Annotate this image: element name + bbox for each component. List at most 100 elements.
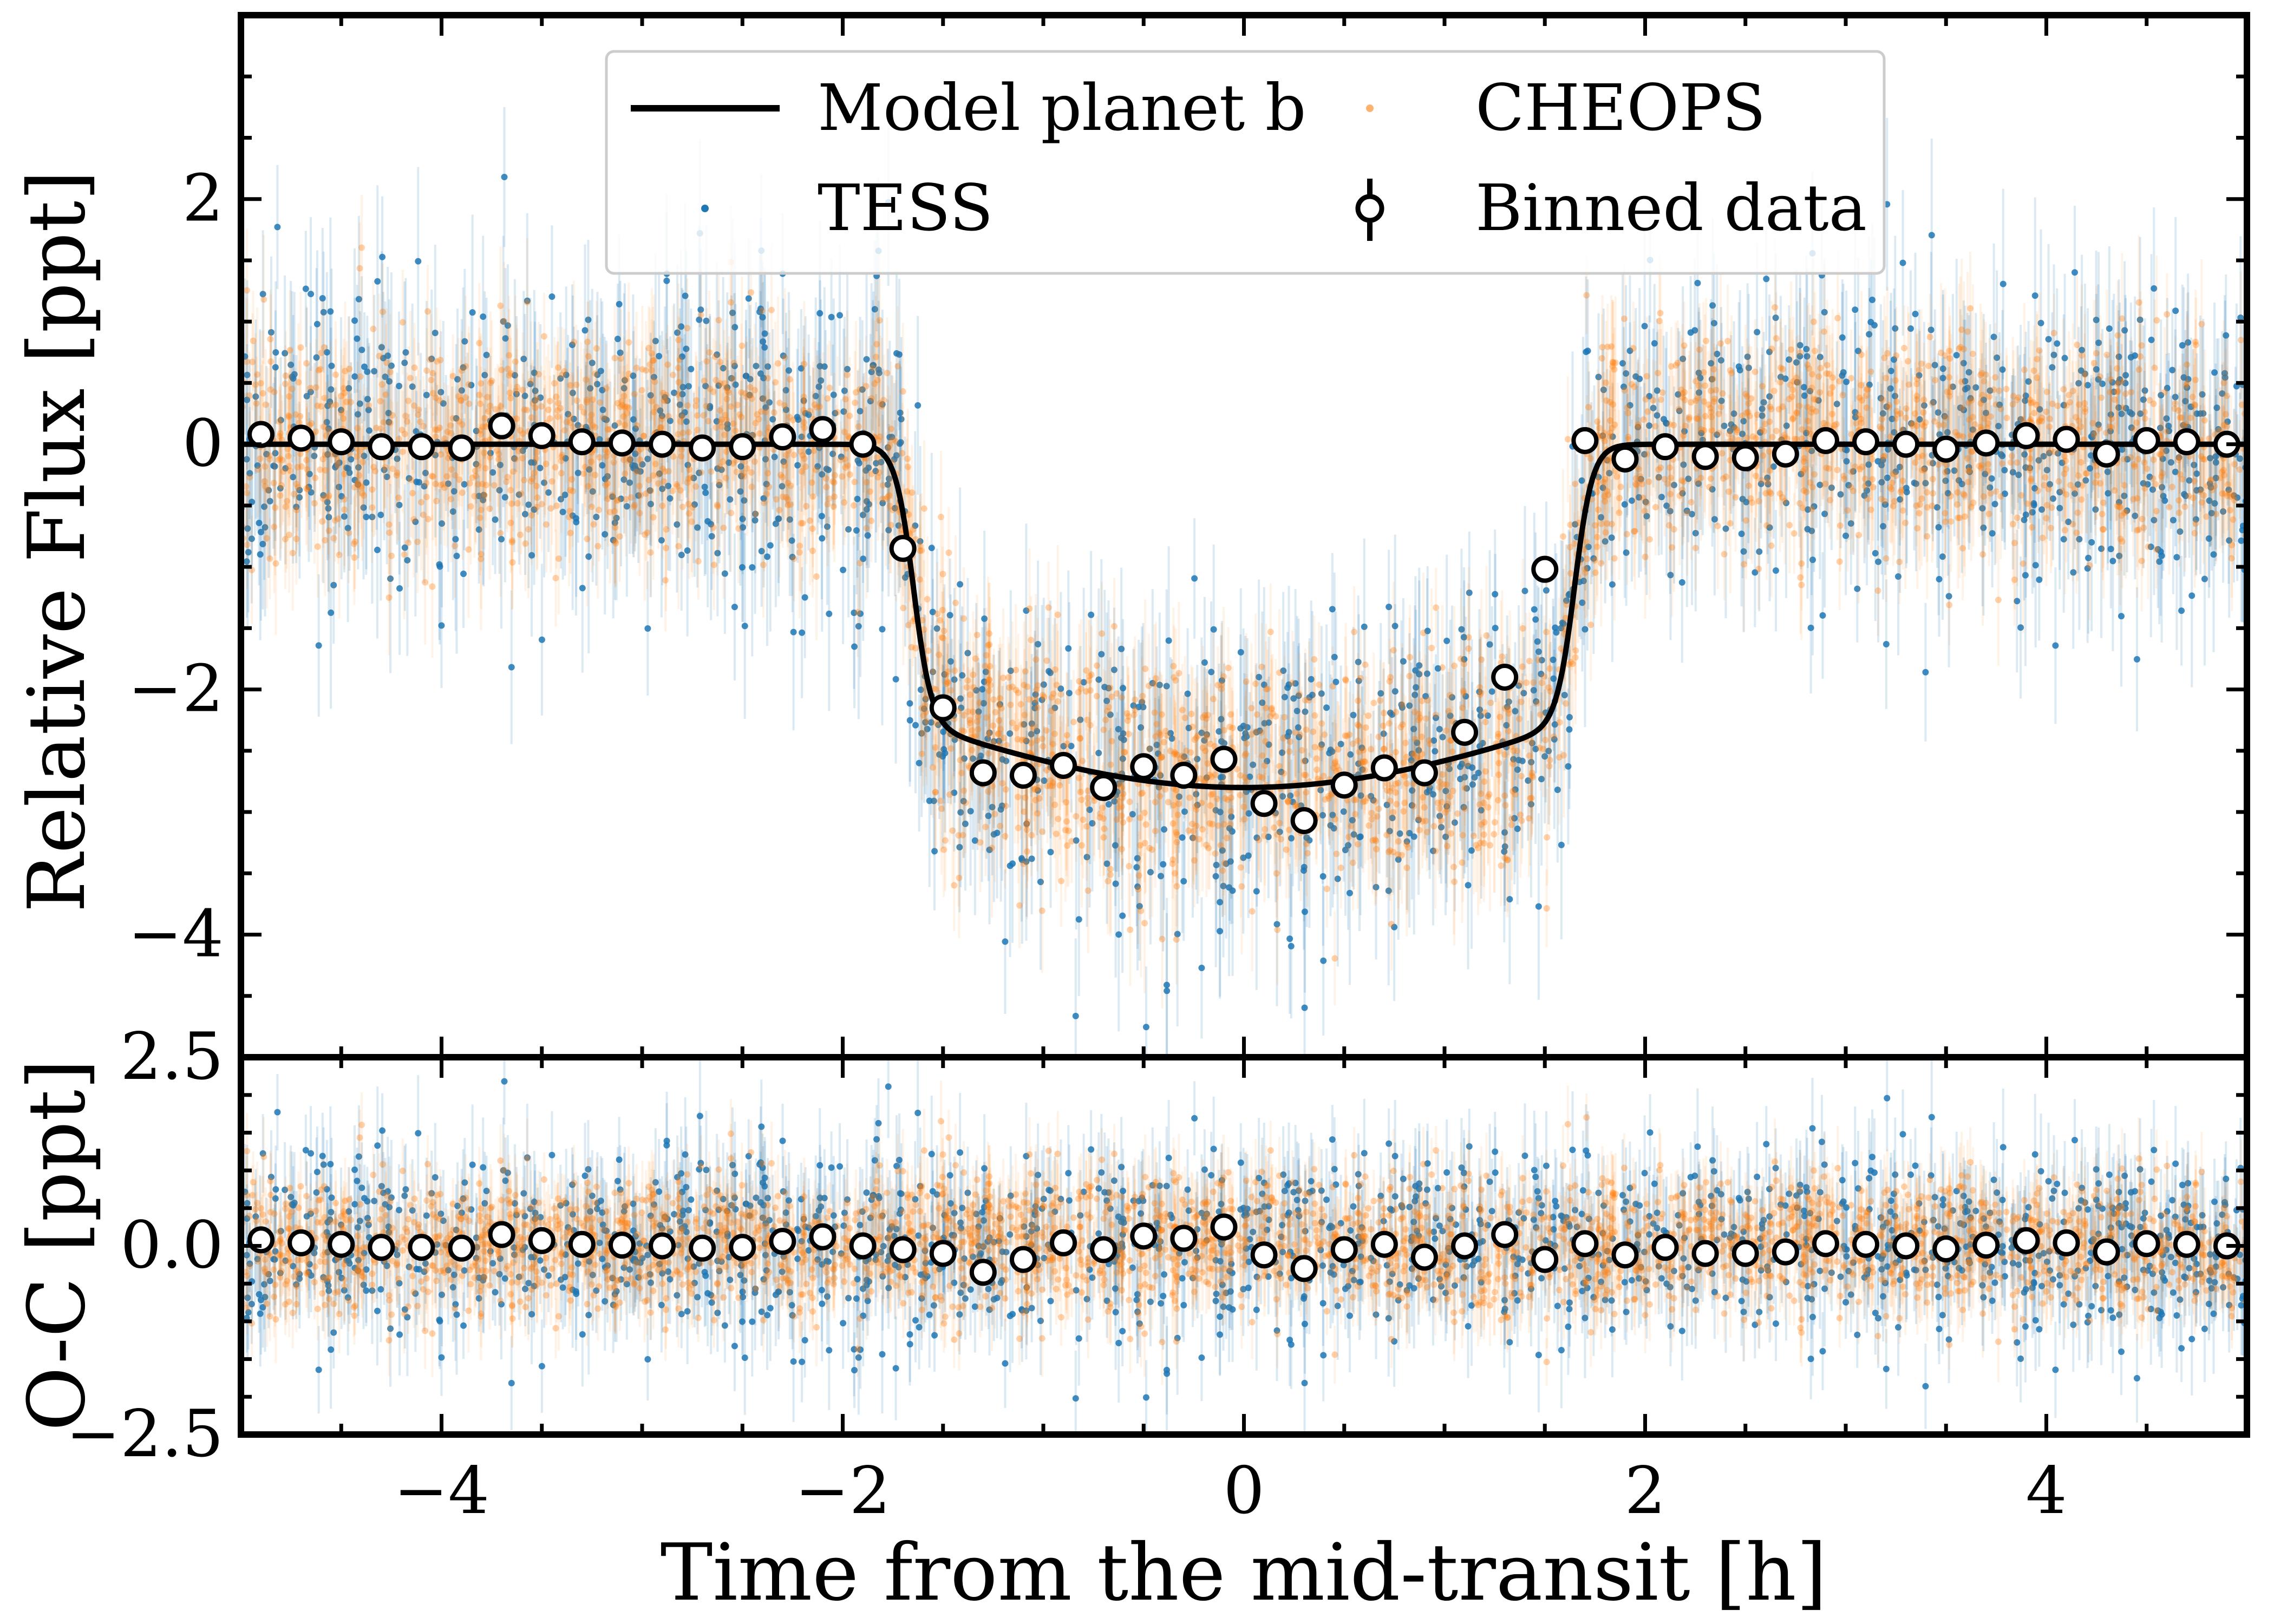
tess-point	[1157, 772, 1164, 779]
tess-point	[501, 173, 508, 180]
cheops-point	[1038, 907, 1045, 914]
cheops-point	[1620, 315, 1628, 322]
tess-point	[1185, 724, 1192, 731]
cheops-point	[760, 561, 767, 568]
tess-point	[1161, 826, 1168, 833]
tess-point	[1852, 306, 1859, 313]
tess-point	[1772, 315, 1779, 322]
tess-point	[2212, 474, 2219, 481]
tess-point	[1072, 1012, 1079, 1019]
tess-point	[1448, 694, 1455, 701]
tess-point	[1883, 641, 1890, 648]
tess-point	[1583, 349, 1590, 356]
tess-point	[1566, 726, 1573, 733]
tess-point	[1887, 368, 1894, 375]
cheops-point	[254, 466, 262, 473]
tess-point	[1861, 492, 1868, 499]
tess-point	[1023, 737, 1030, 744]
tess-point	[1066, 690, 1073, 697]
tess-point	[951, 789, 958, 796]
tess-point	[1852, 414, 1859, 421]
tess-point	[1912, 310, 1919, 317]
cheops-point	[423, 367, 430, 374]
tess-point	[1766, 393, 1773, 400]
cheops-point	[524, 299, 531, 306]
tess-point	[1543, 587, 1550, 594]
tess-point	[1210, 626, 1217, 633]
tess-point	[928, 545, 935, 552]
tess-point	[906, 717, 913, 724]
tess-point	[1288, 942, 1295, 949]
tess-point	[2118, 613, 2125, 620]
tess-point	[644, 625, 651, 632]
cheops-point	[486, 505, 493, 512]
tess-point	[266, 497, 273, 505]
cheops-point	[884, 370, 891, 377]
tess-point	[354, 411, 361, 418]
tess-point	[2009, 469, 2016, 476]
tess-point	[1999, 280, 2007, 287]
tess-point	[396, 585, 403, 592]
tess-point	[1721, 422, 1728, 429]
tess-point	[957, 809, 964, 816]
tess-point	[2032, 562, 2039, 569]
tess-point	[1929, 460, 1936, 467]
tess-point	[1609, 581, 1616, 588]
cheops-point	[1329, 683, 1336, 690]
tess-point	[790, 628, 797, 636]
tess-point	[1740, 548, 1747, 555]
tess-point	[702, 489, 709, 496]
tess-point	[1465, 882, 1472, 889]
cheops-point	[2086, 562, 2093, 569]
tess-point	[1409, 787, 1416, 794]
tess-point	[1695, 389, 1702, 396]
tess-point	[1083, 854, 1090, 861]
tess-point	[726, 459, 733, 466]
tess-point	[388, 362, 395, 369]
tess-point	[741, 623, 748, 630]
tess-point	[671, 389, 678, 396]
tess-point	[2029, 509, 2036, 516]
tess-point	[1623, 549, 1630, 556]
tess-point	[1642, 499, 1649, 506]
tess-point	[1184, 690, 1191, 697]
tess-point	[2107, 546, 2114, 553]
tess-point	[2193, 470, 2200, 477]
tess-point	[460, 364, 467, 371]
tess-point	[246, 470, 253, 477]
tess-point	[892, 676, 899, 683]
tess-point	[2188, 592, 2195, 599]
tess-point	[1395, 856, 1402, 863]
tess-point	[1129, 811, 1136, 818]
tess-point	[836, 312, 843, 319]
tess-point	[1408, 802, 1415, 809]
tess-point	[2017, 416, 2024, 423]
tess-point	[1798, 470, 1805, 477]
tess-point	[788, 537, 795, 544]
tess-point	[1175, 793, 1182, 800]
tess-point	[1180, 878, 1187, 885]
tess-point	[409, 383, 416, 390]
tess-point	[879, 626, 886, 633]
tess-point	[819, 535, 826, 542]
cheops-point	[752, 510, 759, 518]
cheops-point	[1439, 664, 1446, 671]
tess-point	[2036, 406, 2043, 413]
tess-point	[243, 558, 250, 565]
tess-point	[1007, 862, 1014, 869]
tess-point	[1808, 447, 1815, 454]
tess-point	[989, 803, 996, 810]
tess-point	[1423, 670, 1430, 677]
tess-point	[814, 463, 821, 470]
tess-point	[1538, 670, 1545, 677]
tess-point	[593, 513, 600, 520]
cheops-point	[2198, 320, 2205, 328]
tess-point	[1160, 861, 1167, 868]
cheops-point	[345, 529, 352, 536]
tess-point	[1752, 569, 1759, 576]
tess-point	[1939, 375, 1946, 382]
tess-point	[319, 294, 326, 302]
tess-point	[1115, 931, 1122, 938]
tess-point	[1466, 589, 1473, 596]
tess-point	[1377, 690, 1384, 697]
